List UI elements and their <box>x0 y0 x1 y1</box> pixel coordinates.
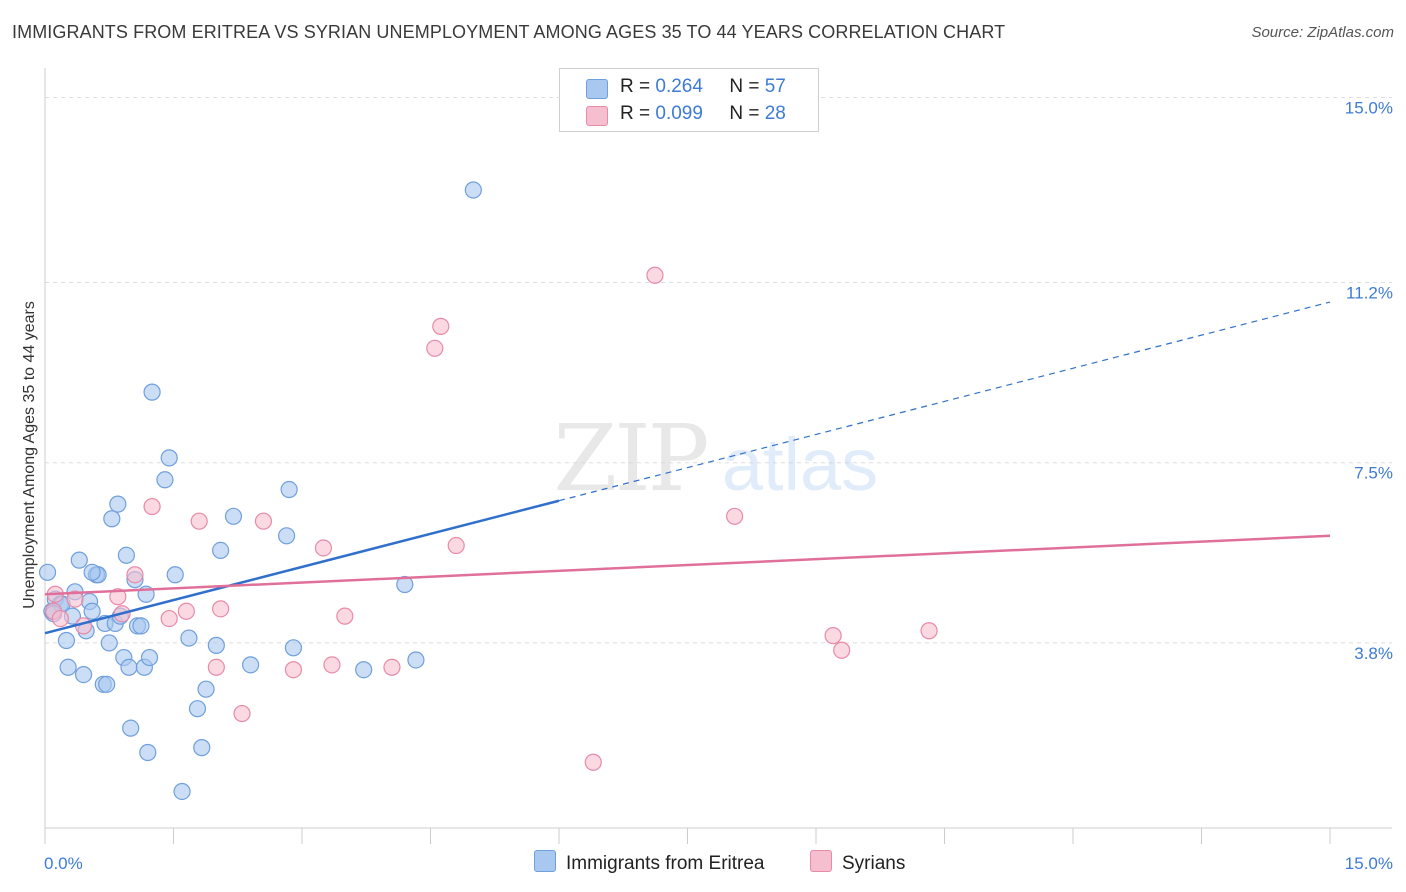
eritrea-point <box>83 602 101 620</box>
eritrea-point <box>59 658 77 676</box>
eritrea-point <box>38 563 57 581</box>
syrians-point <box>336 607 354 625</box>
eritrea-point <box>117 546 135 564</box>
y-tick-label: 11.2% <box>1346 284 1393 303</box>
eritrea-point <box>197 680 215 698</box>
syrians-point <box>254 512 273 530</box>
eritrea-point <box>207 636 225 654</box>
eritrea-point <box>109 495 127 513</box>
eritrea-point <box>74 665 93 684</box>
source-label: Source: ZipAtlas.com <box>1251 24 1394 41</box>
legend-r-value-eritrea: 0.264 <box>655 76 703 97</box>
syrians-point <box>323 656 341 674</box>
syrians-point <box>143 497 161 516</box>
syrians-point <box>833 641 851 659</box>
syrians-point <box>177 602 195 620</box>
syrians-point <box>426 339 444 357</box>
syrians-point <box>109 588 127 606</box>
watermark-atlas: atlas <box>722 423 878 506</box>
bottom-legend-label-syrians: Syrians <box>842 853 906 874</box>
eritrea-point <box>83 563 101 581</box>
y-tick-label: 15.0% <box>1345 98 1393 117</box>
y-tick-label: 3.8% <box>1354 644 1393 663</box>
x-tick-label-max: 15.0% <box>1345 854 1393 873</box>
eritrea-point <box>224 507 243 525</box>
eritrea-point <box>143 383 161 401</box>
eritrea-point <box>193 739 211 757</box>
syrians-point <box>383 658 401 676</box>
eritrea-point <box>122 719 140 737</box>
eritrea-point <box>57 631 76 650</box>
legend-r-label: R = <box>620 103 651 124</box>
syrians-point <box>432 317 450 335</box>
legend-n-value-syrians: 28 <box>764 103 786 124</box>
syrians-point <box>51 609 70 628</box>
syrians-trend-line <box>44 534 1331 596</box>
syrians-point <box>233 704 251 723</box>
syrians-point <box>646 266 664 284</box>
syrians-point <box>207 658 225 676</box>
eritrea-point <box>103 510 121 528</box>
eritrea-point <box>355 661 373 679</box>
syrians-point <box>160 609 178 628</box>
syrians-point <box>66 590 84 608</box>
bottom-legend-label-eritrea: Immigrants from Eritrea <box>566 853 765 874</box>
eritrea-point <box>284 639 303 657</box>
eritrea-point <box>160 449 178 467</box>
chart-title: IMMIGRANTS FROM ERITREA VS SYRIAN UNEMPL… <box>12 22 1006 42</box>
eritrea-point <box>98 675 116 693</box>
eritrea-point <box>132 617 150 635</box>
syrians-point <box>920 622 938 640</box>
legend-swatch-eritrea <box>586 79 608 99</box>
syrians-point <box>284 661 303 679</box>
eritrea-point <box>212 541 230 560</box>
syrians-point <box>190 512 208 530</box>
eritrea-point <box>166 566 184 584</box>
eritrea-point <box>70 551 88 569</box>
legend: R = 0.264 N = 57 R = 0.099 N = 28 <box>559 68 819 132</box>
eritrea-point <box>188 700 207 718</box>
legend-n-label: N = <box>729 103 760 124</box>
syrians-point <box>126 566 144 584</box>
bottom-legend-swatch-syrians <box>810 850 832 872</box>
eritrea-point <box>280 480 298 499</box>
legend-n-label: N = <box>729 76 760 97</box>
syrians-point <box>212 600 230 618</box>
eritrea-point <box>173 782 191 801</box>
syrians-point <box>584 753 602 771</box>
legend-r-label: R = <box>620 76 651 97</box>
x-tick-label-min: 0.0% <box>44 854 83 873</box>
syrians-point <box>314 539 333 557</box>
eritrea-point <box>140 648 159 667</box>
eritrea-point <box>180 629 198 647</box>
eritrea-point <box>120 658 138 676</box>
eritrea-point <box>156 471 174 489</box>
eritrea-point <box>139 743 157 762</box>
eritrea-trend-line <box>44 499 560 635</box>
bottom-legend-eritrea: Immigrants from Eritrea <box>534 850 764 875</box>
eritrea-point <box>407 651 425 669</box>
bottom-legend-swatch-eritrea <box>534 850 556 872</box>
eritrea-point <box>242 656 260 674</box>
eritrea-point <box>100 634 118 652</box>
eritrea-trend-line-extension <box>558 301 1331 502</box>
legend-r-value-syrians: 0.099 <box>655 103 703 124</box>
y-tick-label: 7.5% <box>1354 464 1393 483</box>
watermark-zip: ZIP <box>553 405 706 512</box>
legend-swatch-syrians <box>586 106 608 126</box>
syrians-point <box>447 536 465 555</box>
eritrea-point <box>464 181 482 199</box>
legend-n-value-eritrea: 57 <box>764 76 786 97</box>
bottom-legend-syrians: Syrians <box>810 850 905 875</box>
syrians-point <box>824 627 842 645</box>
eritrea-point <box>396 575 414 594</box>
eritrea-point <box>277 527 296 545</box>
syrians-point <box>726 507 744 525</box>
